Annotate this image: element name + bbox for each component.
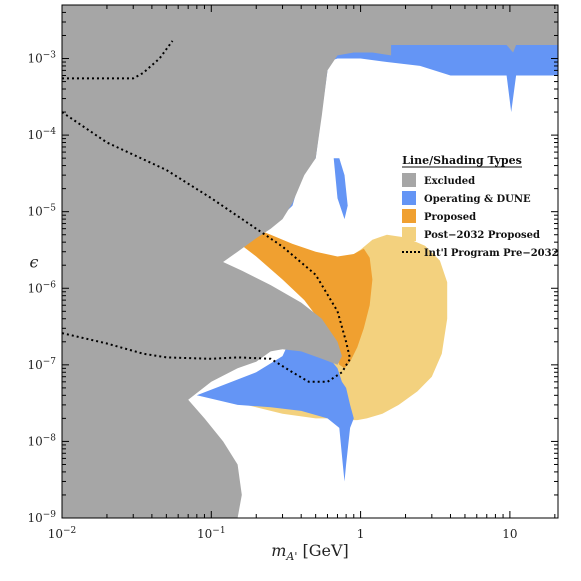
legend-swatch-operating-dune <box>402 191 416 205</box>
y-tick-label: 10−4 <box>27 127 56 142</box>
x-tick-label: 1 <box>357 527 365 541</box>
y-axis-label: ϵ <box>30 253 39 272</box>
legend-title: Line/Shading Types <box>402 154 522 167</box>
y-tick-label: 10−3 <box>27 51 56 66</box>
y-tick-label: 10−5 <box>27 204 56 219</box>
x-tick-label: 10−2 <box>48 526 77 541</box>
ticks-layer: 10−2 10−1 1 10 10−9 10−8 10−7 10−6 10−5 10−4 10−3 <box>27 4 558 541</box>
x-tick-label: 10 <box>502 527 517 541</box>
plot-frame <box>61 4 559 519</box>
legend-swatch-excluded <box>402 173 416 187</box>
legend-label-int-l-program-pre-2032: Int'l Program Pre−2032 <box>424 248 559 259</box>
y-tick-label: 10−7 <box>27 357 56 372</box>
y-tick-label: 10−6 <box>27 280 56 295</box>
series-area-excluded-6 <box>62 5 558 518</box>
legend-label-post-2032-proposed: Post−2032 Proposed <box>424 230 540 241</box>
legend-label-operating-dune: Operating & DUNE <box>424 194 531 205</box>
legend-label-excluded: Excluded <box>424 176 475 187</box>
series-area-proposed-1 <box>237 221 373 369</box>
y-tick-label: 10−9 <box>27 510 56 525</box>
x-axis-label: mA' [GeV] <box>271 541 349 563</box>
legend-swatch-post-2032-proposed <box>402 227 416 241</box>
series-line-int-l-program-pre-2032-8 <box>62 111 352 383</box>
series-area-operating-dune-5 <box>196 334 354 482</box>
y-tick-label: 10−8 <box>27 433 56 448</box>
series-layer <box>62 5 558 518</box>
legend: Line/Shading Types Excluded Operating & DU… <box>402 154 559 259</box>
legend-label-proposed: Proposed <box>424 212 476 223</box>
series-line-int-l-program-pre-2032-7 <box>62 40 174 80</box>
x-tick-label: 10−1 <box>197 526 226 541</box>
legend-swatch-proposed <box>402 209 416 223</box>
series-area-operating-dune-4 <box>333 158 348 220</box>
series-area-post-2032-proposed-0 <box>196 234 448 421</box>
